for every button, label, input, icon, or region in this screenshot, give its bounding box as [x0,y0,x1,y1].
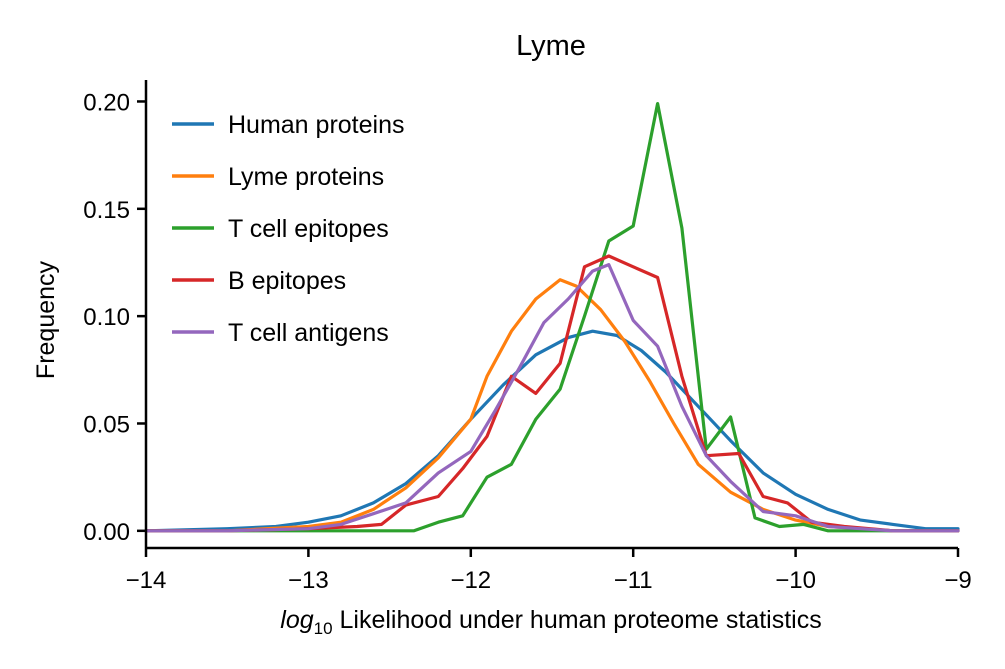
series-line-b-epitopes [144,254,960,533]
y-tick-label: 0.20 [83,89,130,116]
y-tick-label: 0.05 [83,411,130,438]
series-line-human-proteins [144,329,960,533]
x-tick-label: −11 [614,567,653,594]
x-tick-label: −14 [126,567,167,594]
legend-label: B epitopes [228,267,346,295]
series-line-t-cell-antigens [144,263,960,533]
x-axis-title: log10 Likelihood under human proteome st… [280,606,821,638]
x-axis-ticks: −14 −13 −12 −11 −10 −9 [126,548,972,594]
series-line-t-cell-epitopes [144,101,960,533]
y-axis-title: Frequency [32,260,60,379]
y-axis-ticks: 0.00 0.05 0.10 0.15 0.20 [83,89,146,546]
x-axis-title-text: Likelihood under human proteome statisti… [333,606,822,634]
y-tick-label: 0.15 [83,197,130,224]
legend-label: T cell epitopes [228,215,389,243]
y-tick-label: 0.00 [83,519,130,546]
x-axis-title-subscript: 10 [314,619,333,638]
plot-lines [144,101,960,533]
x-axis-title-log: log [280,606,313,634]
x-tick-label: −10 [775,567,816,594]
x-tick-label: −13 [288,567,329,594]
legend: Human proteins Lyme proteins T cell epitop… [172,111,404,347]
legend-label: T cell antigens [228,319,389,347]
x-tick-label: −9 [944,567,971,594]
legend-label: Human proteins [228,111,404,139]
series-line-lyme-proteins [144,278,960,533]
legend-label: Lyme proteins [228,163,384,191]
chart-title: Lyme [516,30,586,62]
y-tick-label: 0.10 [83,304,130,331]
x-tick-label: −12 [450,567,491,594]
